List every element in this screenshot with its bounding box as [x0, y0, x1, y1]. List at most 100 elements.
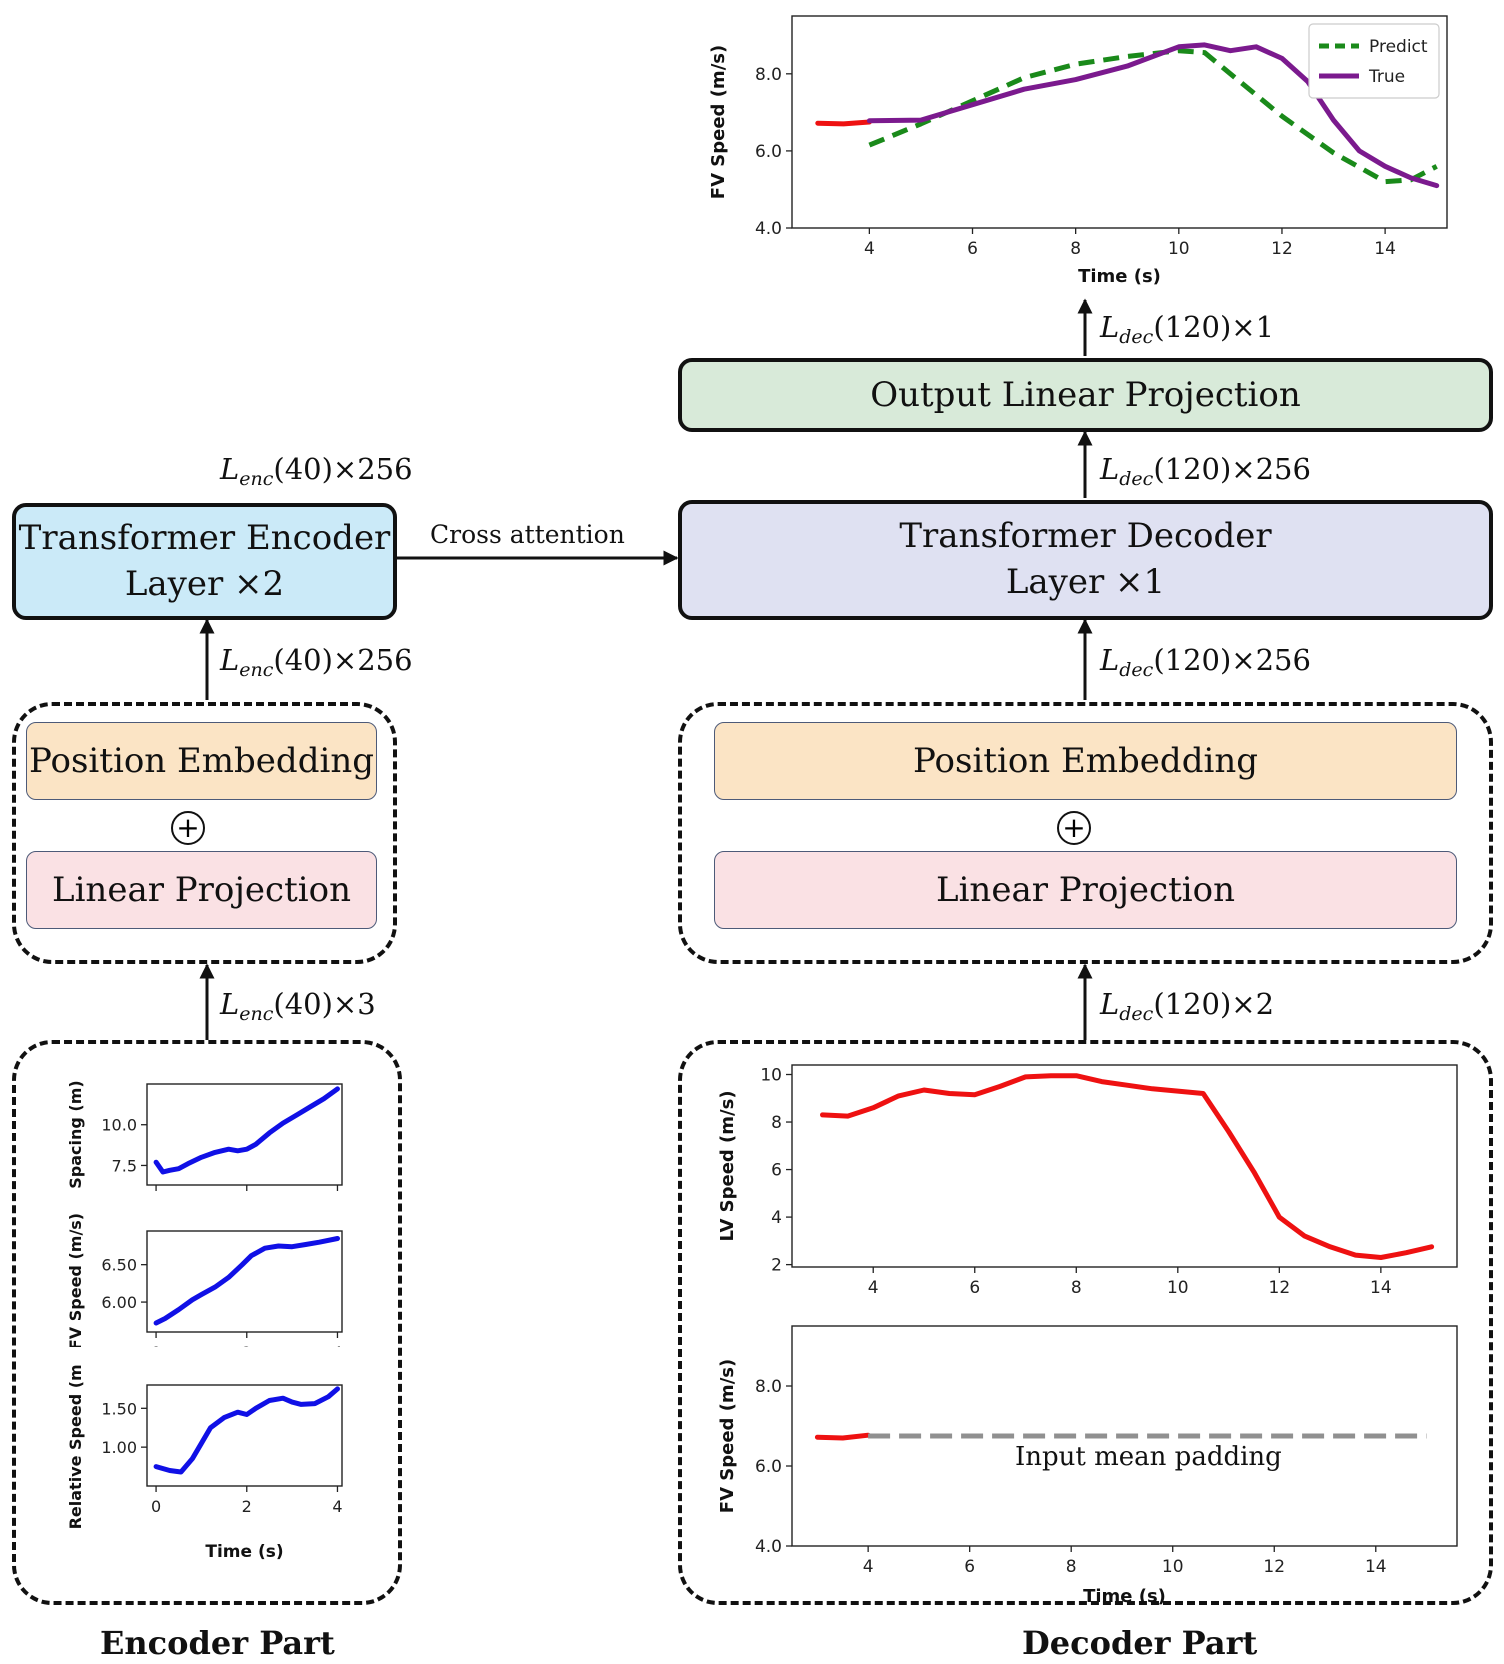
y-tick-label: 10.0	[101, 1116, 137, 1135]
y-axis-label: Spacing (m)	[66, 1080, 85, 1188]
encoder-input-group	[12, 1040, 402, 1605]
x-tick-label: 4	[332, 1497, 342, 1516]
x-tick-label: 4	[332, 1343, 342, 1347]
x-tick-label: 14	[1365, 1557, 1387, 1577]
x-tick-label: 8	[1070, 239, 1081, 259]
dim-label-dec-mid: Ldec(120)×256	[1100, 643, 1311, 681]
series-line-0	[153, 1236, 340, 1326]
encoder-linear-projection: Linear Projection	[26, 851, 377, 929]
legend-label: Predict	[1369, 37, 1428, 57]
encoder-position-embedding-label: Position Embedding	[28, 741, 374, 781]
y-axis-label: FV Speed (m/s)	[717, 1359, 738, 1513]
decoder-add-icon: +	[1057, 811, 1091, 845]
chart-decoder-lv-speed: 4 6 8 10 12 14 2 4 6 8 10 LV Speed (m/s)	[717, 1064, 1458, 1298]
cross-attention-label: Cross attention	[430, 520, 625, 549]
x-tick-label: 4	[864, 239, 875, 259]
encoder-linear-projection-label: Linear Projection	[51, 870, 351, 910]
transformer-encoder-layer: Transformer Encoder Layer ×2	[12, 503, 397, 620]
y-tick-label: 4	[771, 1208, 782, 1228]
decoder-layer-count: Layer ×1	[1005, 562, 1166, 602]
x-tick-label: 4	[868, 1278, 879, 1298]
x-tick-label: 2	[242, 1497, 252, 1516]
x-tick-label: 10	[1168, 239, 1190, 259]
x-tick-label: 12	[1263, 1557, 1285, 1577]
x-tick-label: 8	[1071, 1278, 1082, 1298]
transformer-decoder-layer: Transformer Decoder Layer ×1	[678, 500, 1493, 620]
output-linear-projection: Output Linear Projection	[678, 358, 1493, 432]
encoder-embedding-group	[12, 702, 397, 964]
x-tick-label: 12	[1269, 1278, 1291, 1298]
x-tick-label: 6	[967, 239, 978, 259]
y-axis-label: FV Speed (m/s)	[708, 45, 729, 199]
chart-decoder-fv-speed: 4 6 8 10 12 14 4.0 6.0 8.0 FV Speed (m/s) Time (s)	[717, 1325, 1458, 1607]
x-tick-label: 10	[1162, 1557, 1184, 1577]
encoder-layer-title: Transformer Encoder	[18, 517, 391, 558]
y-axis-label: Relative Speed (m/s)	[66, 1365, 85, 1529]
y-tick-label: 1.00	[101, 1438, 137, 1457]
y-tick-label: 2	[771, 1256, 782, 1276]
series-line-0	[153, 1086, 340, 1175]
x-tick-label: 14	[1374, 239, 1396, 259]
decoder-layer-title: Transformer Decoder	[899, 516, 1272, 557]
dim-label-enc-in: Lenc(40)×3	[220, 987, 376, 1025]
dim-label-dec-out: Ldec(120)×1	[1100, 310, 1275, 348]
x-tick-label: 2	[242, 1343, 252, 1347]
dim-label-enc-top: Lenc(40)×256	[220, 452, 413, 490]
y-tick-label: 8	[771, 1113, 782, 1133]
legend-box	[1308, 23, 1440, 99]
y-tick-label: 8.0	[755, 1377, 782, 1397]
encoder-position-embedding: Position Embedding	[26, 722, 377, 800]
y-axis-label: FV Speed (m/s)	[66, 1213, 85, 1347]
y-tick-label: 1.50	[101, 1399, 137, 1418]
decoder-linear-projection-label: Linear Projection	[935, 870, 1235, 910]
series-line-0	[153, 1386, 340, 1475]
chart-output-fv-speed: 4 6 8 10 12 14 4.0 6.0 8.0 FV Speed (m/s) Time (s)…	[708, 15, 1448, 287]
y-tick-label: 6.00	[101, 1293, 137, 1312]
decoder-embedding-group	[678, 702, 1493, 964]
x-tick-label: 6	[969, 1278, 980, 1298]
series-line-0	[815, 119, 872, 127]
plot-frame	[791, 1064, 1458, 1268]
encoder-layer-count: Layer ×2	[124, 563, 285, 604]
y-tick-label: 4.0	[755, 1537, 782, 1557]
y-axis-label: LV Speed (m/s)	[717, 1090, 738, 1241]
y-tick-label: 6	[771, 1161, 782, 1181]
y-tick-label: 6.50	[101, 1256, 137, 1275]
x-tick-label: 4	[863, 1557, 874, 1577]
output-projection-label: Output Linear Projection	[870, 375, 1301, 415]
x-tick-label: 8	[1066, 1557, 1077, 1577]
encoder-part-label: Encoder Part	[100, 1624, 335, 1662]
decoder-position-embedding: Position Embedding	[714, 722, 1457, 800]
x-tick-label: 10	[1167, 1278, 1189, 1298]
x-tick-label: 0	[151, 1497, 161, 1516]
y-tick-label: 10	[760, 1066, 782, 1086]
x-tick-label: 0	[151, 1343, 161, 1347]
legend-label: True	[1368, 67, 1405, 87]
decoder-part-label: Decoder Part	[1022, 1624, 1258, 1662]
series-line-2	[866, 42, 1440, 189]
x-axis-label: Time (s)	[1083, 1586, 1166, 1607]
decoder-linear-projection: Linear Projection	[714, 851, 1457, 929]
y-tick-label: 6.0	[755, 1457, 782, 1477]
chart-encoder-relative-speed: 0 2 4 1.00 1.50 Relative Speed (m/s) Time (s)	[66, 1365, 343, 1562]
decoder-input-group	[678, 1040, 1493, 1605]
series-line-1	[868, 48, 1438, 185]
x-tick-label: 12	[1271, 239, 1293, 259]
dim-label-enc-mid: Lenc(40)×256	[220, 643, 413, 681]
y-tick-label: 7.5	[112, 1156, 137, 1175]
chart-encoder-fv-speed: 0 2 4 6.00 6.50 FV Speed (m/s)	[66, 1213, 343, 1347]
y-tick-label: 6.0	[755, 142, 782, 162]
plot-frame	[146, 1230, 343, 1333]
input-mean-padding-label: Input mean padding	[1015, 1442, 1282, 1472]
series-line-0	[820, 1073, 1435, 1260]
x-axis-label: Time (s)	[205, 1542, 283, 1562]
y-tick-label: 4.0	[755, 219, 782, 239]
x-tick-label: 14	[1370, 1278, 1392, 1298]
x-tick-label: 6	[964, 1557, 975, 1577]
x-axis-label: Time (s)	[1078, 266, 1161, 287]
encoder-add-icon: +	[171, 811, 205, 845]
y-tick-label: 8.0	[755, 65, 782, 85]
decoder-position-embedding-label: Position Embedding	[912, 741, 1258, 781]
